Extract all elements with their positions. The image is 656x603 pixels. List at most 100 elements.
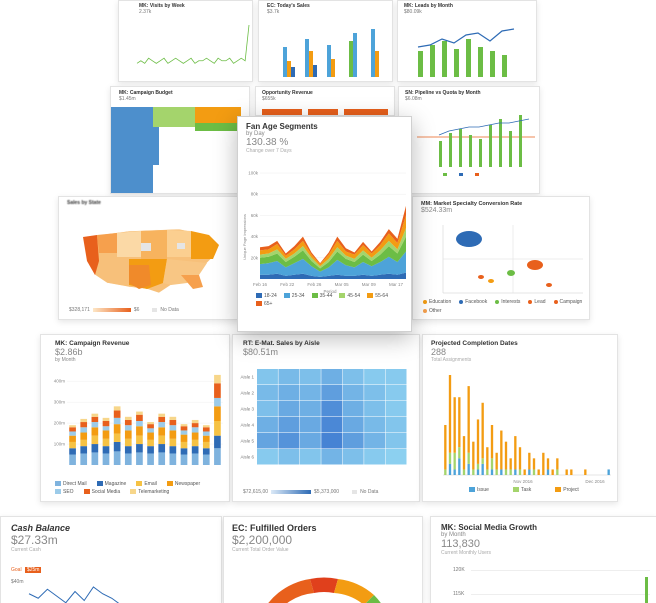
card-cash-balance[interactable]: Cash Balance $27.33m Current Cash Goal $… [0,516,222,603]
bubble-campaign [527,260,543,270]
bar-segment [69,454,76,465]
bar-segment [518,469,522,475]
legend-swatch [443,173,447,176]
card-projected-completion[interactable]: Projected Completion Dates 288 Total Ass… [422,334,618,502]
state-central [141,230,167,259]
card-campaign-budget[interactable]: MK: Campaign Budget $1.45m [110,86,250,194]
legend-item: Email [136,481,157,487]
treemap-block [195,107,241,123]
fan-age-legend: 18-24 25-34 35-44 45-54 55-64 65+ [256,293,411,307]
bar-segment [214,397,221,407]
bar-segment [476,419,480,464]
heatmap-cell [257,449,278,465]
card-social-growth[interactable]: MK: Social Media Growth by Month 113,830… [430,516,656,603]
specialty-bubble-chart [442,225,583,294]
bar-segment [584,469,587,475]
bar-segment [444,425,447,470]
card-title: EC: Fulfilled Orders [232,523,317,533]
bar-segment [481,402,484,459]
bar-segment [556,458,559,470]
bar-segment [467,386,470,453]
bar-segment [472,441,475,470]
treemap-block [153,127,159,165]
bar-segment [147,432,154,440]
card-value: $2,200,000 [232,533,293,547]
bar-segment [546,458,550,470]
bar-segment [191,423,199,428]
row-label: Aisle 5 [240,439,254,444]
bar-segment [202,448,210,455]
bar-segment [514,436,517,470]
bar-segment [113,406,121,411]
bar-segment [458,447,461,459]
bar-segment [191,453,199,465]
card-hint: Current Monthly Users [441,550,492,556]
bar-segment [458,458,461,475]
heatmap-cell [321,401,343,417]
heatmap-cell [364,433,386,449]
legend-item: 35-44 [311,293,332,299]
aisle-legend: $72,615,00 $5,373,000 No Data [243,489,378,495]
bar-segment [124,430,132,439]
bar-segment [169,453,177,465]
bar-segment [113,433,121,442]
row-label: Aisle 6 [240,455,254,460]
bar-segment [191,439,199,447]
bar-segment [458,397,461,448]
bar [327,45,331,77]
visits-line-chart [136,24,250,64]
bar-segment [147,428,154,433]
bar-segment [462,436,466,470]
state-texas [129,265,151,289]
bar-segment [124,438,132,447]
bar-segment [202,454,210,465]
y-tick-label: 40k [251,234,259,239]
card-leads-month[interactable]: MK: Leads by Month $80.09k [397,0,537,82]
bar-segment [191,427,199,433]
card-hint: Change over 7 Days [246,148,292,154]
bar-segment [180,424,188,427]
bar-segment [136,435,143,445]
card-hint: Current Cash [11,547,41,553]
legend-item: Other [423,308,442,314]
legend-gradient [92,308,131,312]
card-fan-age-segments[interactable]: Fan Age Segments by Day 130.38 % Change … [237,116,412,332]
bar-segment [69,431,76,436]
bar-segment [537,469,540,475]
bar-segment [191,446,199,454]
bar-segment [136,421,143,427]
card-value: 2.37k [139,9,152,15]
heatmap-cell [385,369,407,385]
card-title: MK: Campaign Budget [119,90,173,96]
bar [490,51,495,77]
specialty-legend: Education Facebook Interests Lead Campai… [423,299,583,314]
x-tick-label: Feb 26 [307,282,322,287]
legend-item: Facebook [459,299,487,305]
card-visits-week[interactable]: MK: Visits by Week 2.37k [118,0,253,82]
bar-segment [102,438,110,447]
card-specialty-conversion[interactable]: MM: Market Specialty Conversion Rate $52… [412,196,590,320]
card-todays-sales[interactable]: EC: Today's Sales $3.7k [258,0,393,82]
bar [353,33,357,77]
heatmap-cell [342,369,364,385]
bar-segment [91,435,99,445]
card-value: $80.09k [404,9,422,15]
leads-combo-chart [417,28,515,77]
bar [502,55,507,77]
card-pipeline-quota[interactable]: SN: Pipeline vs Quota by Month $6.08m [398,86,540,194]
card-sales-by-aisle[interactable]: RT: E-Mat. Sales by Aisle $80.51m Aisle … [232,334,420,502]
heatmap-cell [321,417,343,433]
bar-segment [147,453,154,465]
bar-segment [509,458,512,470]
card-sales-by-state[interactable]: Sales by State $328,171 $6 No Data [58,196,240,320]
bar-segment [500,430,503,470]
bar-segment [124,419,132,426]
card-opportunity-revenue[interactable]: Opportunity Revenue $655k [255,86,395,116]
area-series-65+ [260,205,406,265]
pipeline-combo-chart [417,115,535,176]
card-campaign-revenue[interactable]: MK: Campaign Revenue $2.86b by Month 400… [40,334,230,502]
bubble-lead [478,275,484,279]
bar-segment [169,430,177,439]
bar-segment [169,416,177,420]
card-fulfilled-orders[interactable]: EC: Fulfilled Orders $2,200,000 Current … [223,516,423,603]
